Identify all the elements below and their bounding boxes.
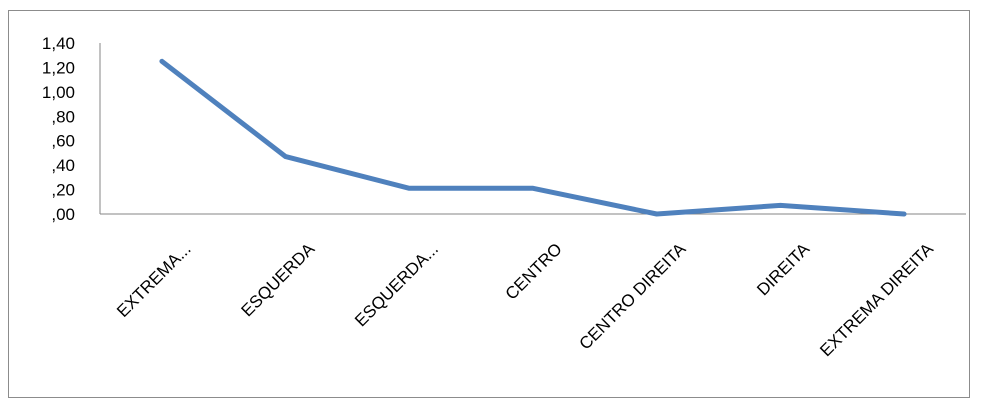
x-axis: EXTREMA... ESQUERDA ESQUERDA... CENTRO CENTR… xyxy=(100,213,966,360)
chart-frame xyxy=(8,10,970,398)
x-category-label: ESQUERDA... xyxy=(351,239,442,330)
y-axis: ,00 ,20 ,40 ,60 ,80 1,00 1,20 1,40 xyxy=(42,34,101,224)
y-tick-label: 1,20 xyxy=(42,58,75,77)
series-line-group xyxy=(159,58,907,217)
x-category-label: EXTREMA... xyxy=(113,239,195,321)
x-category-label: DIREITA xyxy=(753,239,813,299)
y-tick-label: ,60 xyxy=(51,132,75,151)
y-tick-label: ,00 xyxy=(51,205,75,224)
y-tick-label: ,80 xyxy=(51,107,75,126)
x-category-label: CENTRO DIREITA xyxy=(575,239,690,354)
x-category-label: ESQUERDA xyxy=(237,239,318,320)
y-tick-label: ,40 xyxy=(51,156,75,175)
x-category-label: CENTRO xyxy=(502,239,566,303)
y-tick-label: ,20 xyxy=(51,181,75,200)
y-tick-label: 1,00 xyxy=(42,83,75,102)
y-tick-label: 1,40 xyxy=(42,34,75,53)
series-line xyxy=(159,58,907,217)
x-category-label: EXTREMA DIREITA xyxy=(816,239,937,360)
